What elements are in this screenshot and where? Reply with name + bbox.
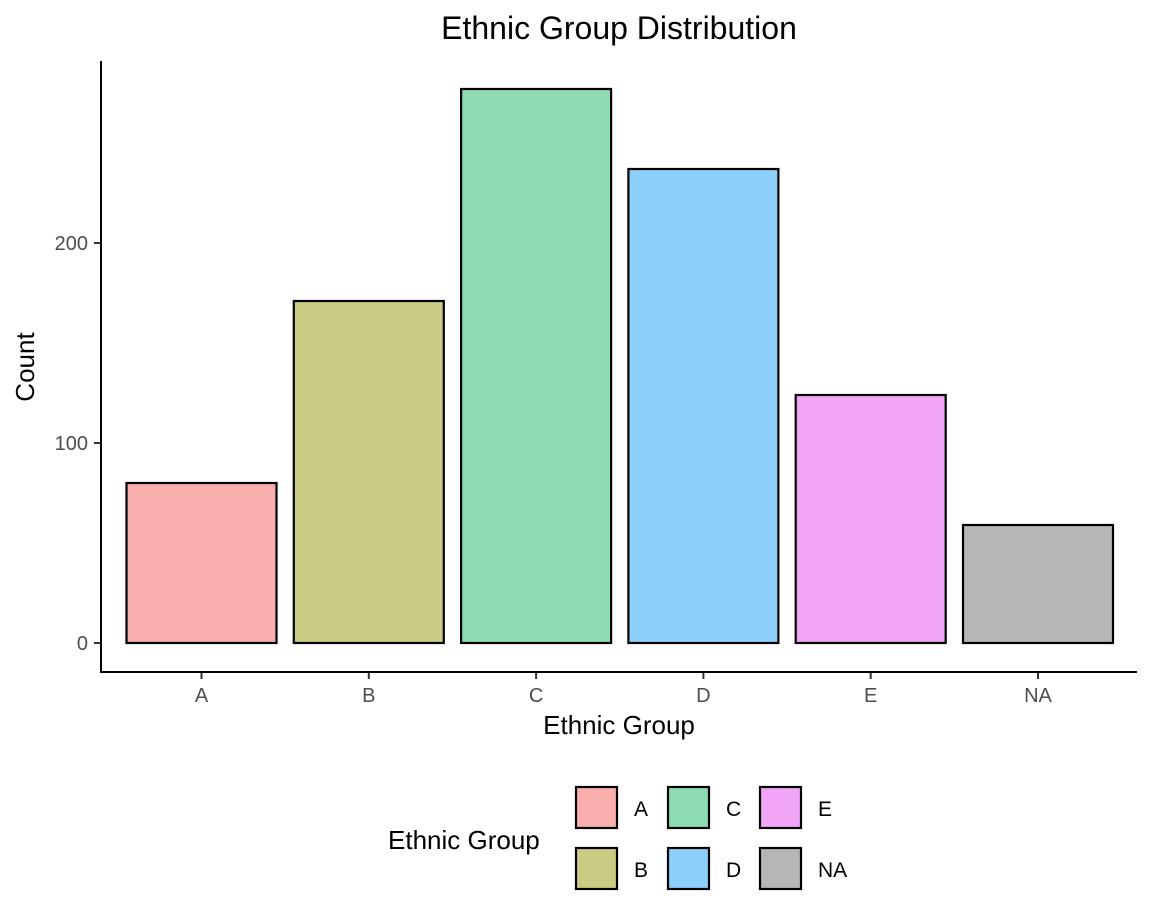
- bar-a: [125, 481, 278, 645]
- legend-label: NA: [818, 859, 847, 882]
- chart-title: Ethnic Group Distribution: [441, 10, 797, 46]
- legend-key-d: [666, 846, 711, 891]
- legend-label: C: [726, 798, 741, 821]
- legend: Ethnic Group A B C D E NA: [388, 785, 847, 891]
- bar-c: [460, 87, 613, 645]
- y-axis-ticks: 0 100 200: [55, 233, 101, 655]
- bars-group: [125, 87, 1115, 645]
- x-tick-label: C: [529, 685, 543, 707]
- legend-key-na: [758, 846, 803, 891]
- x-axis-ticks: A B C D E NA: [195, 672, 1053, 707]
- x-tick-label: E: [864, 685, 877, 707]
- y-tick-label: 100: [55, 433, 88, 455]
- bar-d: [627, 167, 780, 645]
- y-tick-label: 0: [77, 633, 88, 655]
- x-tick-label: NA: [1024, 685, 1052, 707]
- legend-key-a: [574, 785, 619, 830]
- legend-label: B: [634, 859, 648, 882]
- x-tick-label: D: [696, 685, 710, 707]
- legend-key-e: [758, 785, 803, 830]
- legend-label: A: [634, 798, 648, 821]
- legend-key-b: [574, 846, 619, 891]
- x-axis-title: Ethnic Group: [543, 710, 695, 740]
- legend-key-c: [666, 785, 711, 830]
- x-tick-label: A: [195, 685, 209, 707]
- x-tick-label: B: [362, 685, 375, 707]
- y-axis-title: Count: [10, 332, 40, 402]
- bar-b: [292, 299, 445, 645]
- legend-label: E: [818, 798, 832, 821]
- legend-title: Ethnic Group: [388, 825, 540, 855]
- legend-label: D: [726, 859, 741, 882]
- bar-e: [794, 393, 947, 645]
- y-tick-label: 200: [55, 233, 88, 255]
- bar-na: [961, 523, 1115, 645]
